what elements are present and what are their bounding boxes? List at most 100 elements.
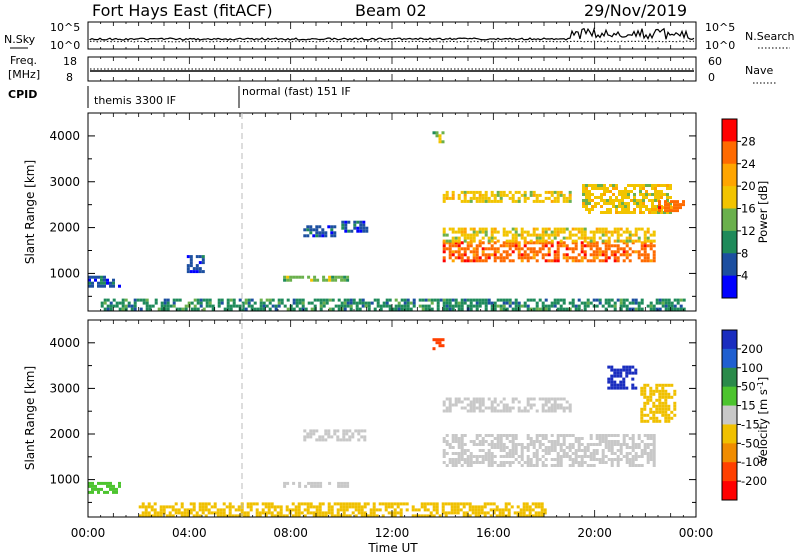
power-region [442,241,656,263]
power-region [442,227,656,243]
power-region [303,225,337,238]
velocity-colorbar: 200 100 50 15 -15 -50 -100 -200 [721,329,767,501]
power-panel: 1000 2000 3000 4000 [49,112,697,312]
x-axis-label: Time UT [367,541,418,554]
power-region [186,255,205,274]
power-region [341,220,369,233]
vel-region [88,481,121,494]
nsky-panel: N.Sky 10^5 10^0 10^5 10^0 N.Search [4,21,795,52]
power-colorbar-swatch [722,208,737,232]
velocity-colorbar-swatch [722,348,737,369]
power-colorbar-tick-label: 20 [741,179,756,193]
x-tick-label: 00:00 [71,526,106,540]
power-region [283,275,350,282]
power-region [432,131,445,144]
velocity-colorbar-tick-label: 100 [741,361,763,375]
vel-region [442,434,656,467]
vel-y-tick-label: 1000 [49,473,80,487]
power-colorbar-tick-label: 24 [741,157,756,171]
velocity-colorbar-tick-label: 15 [741,399,756,413]
power-region [442,190,572,203]
power-colorbar-swatch [722,119,737,142]
velocity-colorbar-tick-label: -100 [741,455,767,469]
vel-region [303,429,367,442]
cpid-segment-normal: normal (fast) 151 IF [242,85,351,98]
velocity-colorbar-tick-label: -50 [741,436,760,450]
velocity-colorbar-tick-label: -15 [741,417,760,431]
power-colorbar-tick-label: 12 [741,224,756,238]
freq-label: Freq. [10,54,37,67]
x-tick-label: 20:00 [577,526,612,540]
power-colorbar-tick-label: 28 [741,134,756,148]
date-label: 29/Nov/2019 [584,1,687,20]
velocity-colorbar-swatch [722,386,737,407]
power-region [582,184,672,214]
cpid-label: CPID [8,88,37,101]
vel-region [432,338,445,351]
x-tick-label: 12:00 [375,526,410,540]
power-colorbar-tick-label: 8 [741,246,748,260]
vel-y-tick-label: 2000 [49,427,80,441]
x-tick-label: 04:00 [172,526,207,540]
freq-tick-bottom: 8 [66,71,73,84]
power-region [100,298,686,311]
vel-region [138,502,547,518]
vel-region [442,397,572,413]
x-tick-label: 00:00 [679,526,714,540]
velocity-colorbar-swatch [722,443,737,463]
velocity-colorbar-swatch [722,405,737,425]
x-tick-label: 16:00 [476,526,511,540]
power-colorbar-swatch [722,230,737,254]
velocity-colorbar-swatch [722,424,737,444]
nsearch-tick-top: 10^5 [705,21,735,34]
vel-region [607,365,638,390]
x-tick-label: 08:00 [273,526,308,540]
velocity-panel: 1000 2000 3000 4000 [49,319,697,518]
power-y-tick-label: 3000 [49,175,80,189]
nsky-tick-top: 10^5 [50,21,80,34]
vel-region [283,481,350,488]
power-colorbar-tick-label: 16 [741,202,756,216]
power-region [88,275,121,288]
vel-region [640,383,677,423]
power-colorbar-tick-label: 4 [741,269,748,283]
power-colorbar-swatch [722,253,737,277]
power-colorbar-swatch [722,141,737,165]
velocity-colorbar-swatch [722,462,737,482]
freq-unit: [MHz] [8,68,40,81]
power-y-tick-label: 2000 [49,221,80,235]
freq-panel: Freq. [MHz] 18 8 60 0 Nave [8,54,776,84]
cpid-row: CPID themis 3300 IF normal (fast) 151 IF [8,85,351,108]
nsky-tick-bottom: 10^0 [50,39,80,52]
power-colorbar-label: Power [dB] [756,181,770,244]
power-y-tick-label: 4000 [49,129,80,143]
power-y-axis-label: Slant Range [km] [23,160,37,264]
velocity-colorbar-tick-label: -200 [741,474,767,488]
velocity-colorbar-tick-label: 50 [741,380,756,394]
power-colorbar-swatch [722,163,737,187]
velocity-colorbar-label: Velocity [m s-1] [756,377,771,464]
nsearch-tick-bottom: 10^0 [705,39,735,52]
nave-label: Nave [745,64,773,77]
power-y-tick-label: 1000 [49,266,80,280]
beam-label: Beam 02 [355,1,427,20]
power-colorbar-swatch [722,186,737,209]
velocity-colorbar-swatch [722,481,737,501]
velocity-colorbar-swatch [722,367,737,388]
velocity-colorbar-swatch [722,330,737,350]
cpid-segment-themis: themis 3300 IF [94,94,176,107]
freq-tick-top: 18 [63,55,77,68]
power-region [658,200,685,213]
vel-y-tick-label: 4000 [49,336,80,350]
nsky-label: N.Sky [4,33,36,46]
velocity-y-axis-label: Slant Range [km] [23,366,37,470]
power-colorbar-swatch [722,275,737,299]
nave-tick-top: 60 [708,55,722,68]
vel-y-tick-label: 3000 [49,381,80,395]
nsearch-label: N.Search [745,30,795,43]
station-title: Fort Hays East (fitACF) [92,1,273,20]
velocity-colorbar-tick-label: 200 [741,342,763,356]
nave-tick-bottom: 0 [708,71,715,84]
power-colorbar: 28 24 20 16 12 8 4 [721,118,756,299]
